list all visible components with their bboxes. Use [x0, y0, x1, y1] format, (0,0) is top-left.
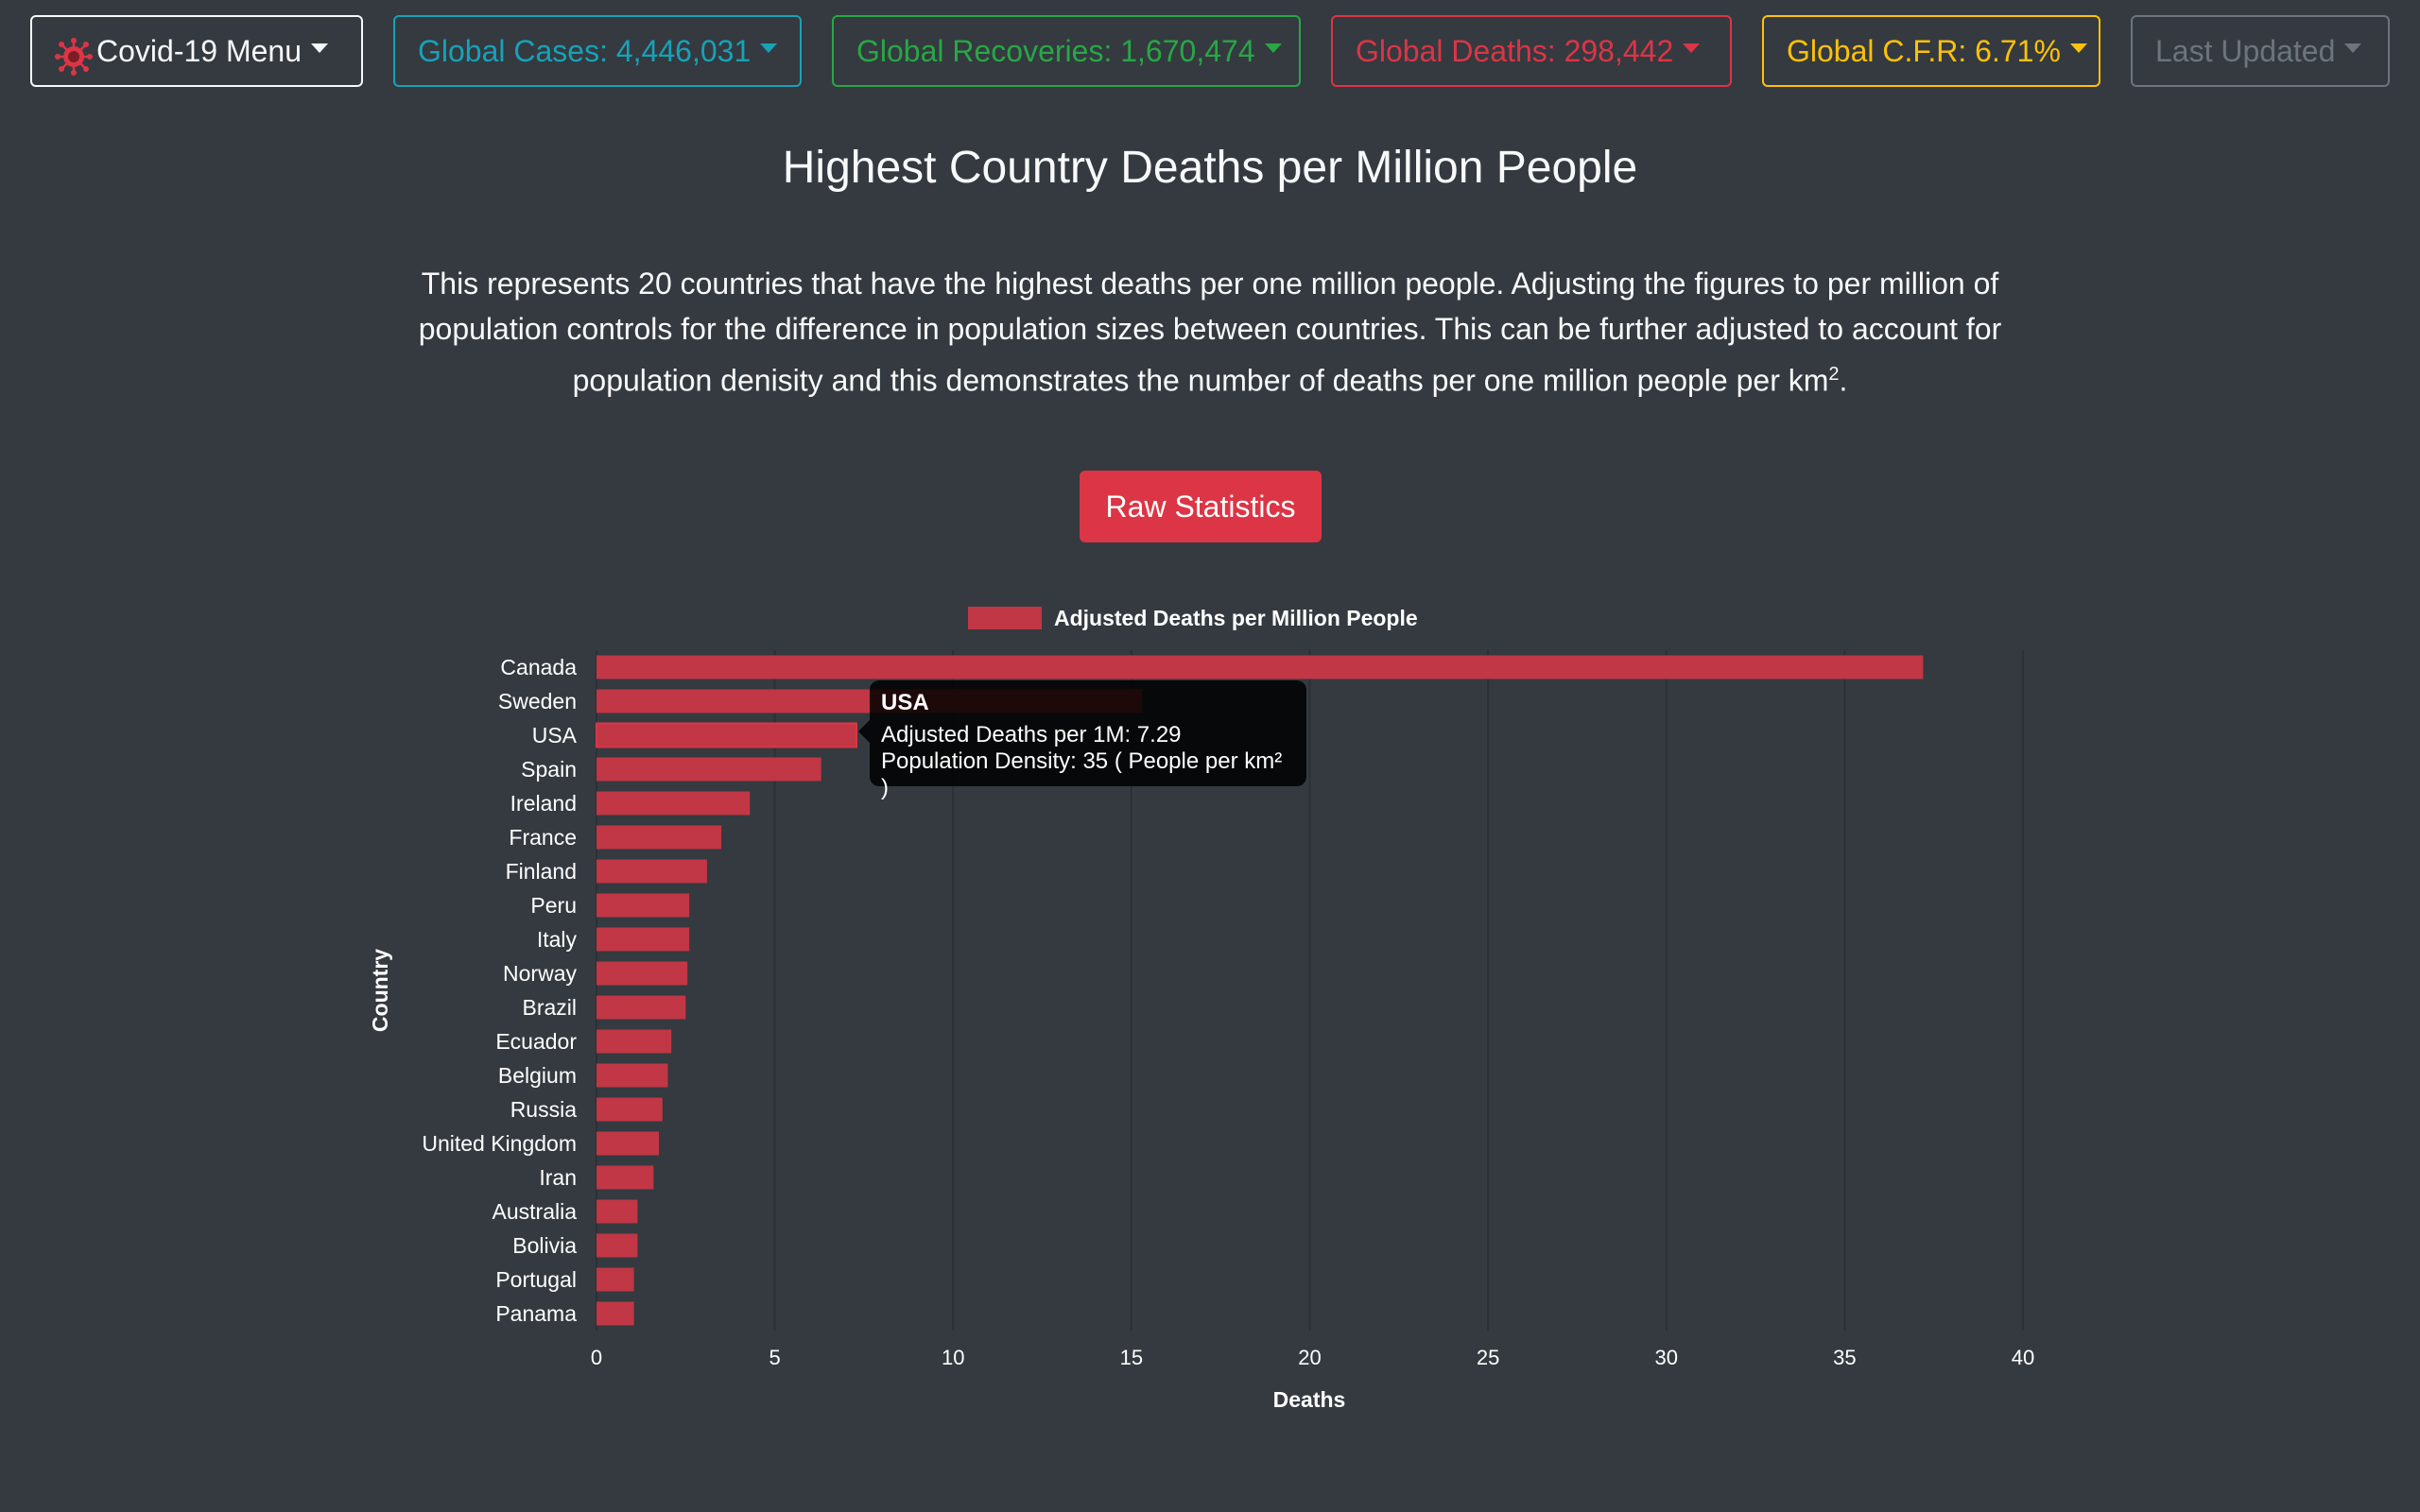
- y-tick-label: Canada: [500, 655, 577, 679]
- page-description: This represents 20 countries that have t…: [359, 261, 2061, 404]
- chevron-down-icon: [311, 43, 328, 53]
- bar: [596, 859, 707, 884]
- y-tick-label: France: [509, 825, 577, 850]
- x-tick-label: 40: [2012, 1346, 2034, 1369]
- x-tick-label: 25: [1477, 1346, 1499, 1369]
- bar: [596, 757, 821, 782]
- bar: [596, 1165, 654, 1190]
- global-deaths-label: Global Deaths: 298,442: [1356, 34, 1674, 68]
- y-tick-label: Iran: [539, 1165, 577, 1190]
- global-recoveries-dropdown[interactable]: Global Recoveries: 1,670,474: [832, 15, 1301, 87]
- bar: [596, 1063, 668, 1088]
- last-updated-label: Last Updated: [2155, 34, 2336, 68]
- bar: [596, 1267, 634, 1292]
- y-tick-label: Russia: [510, 1097, 578, 1122]
- y-tick-label: Peru: [530, 893, 577, 918]
- description-end: .: [1839, 363, 1848, 398]
- x-tick-label: 20: [1298, 1346, 1321, 1369]
- y-tick-label: Australia: [493, 1199, 578, 1224]
- global-cases-dropdown[interactable]: Global Cases: 4,446,031: [393, 15, 802, 87]
- y-tick-label: Portugal: [495, 1267, 577, 1292]
- chevron-down-icon: [1683, 43, 1701, 53]
- chevron-down-icon: [2344, 43, 2362, 53]
- global-deaths-dropdown[interactable]: Global Deaths: 298,442: [1331, 15, 1732, 87]
- tooltip-line-deaths: Adjusted Deaths per 1M: 7.29: [881, 722, 1182, 747]
- bar: [596, 1097, 663, 1122]
- x-tick-label: 0: [591, 1346, 602, 1369]
- covid-menu-label: Covid-19 Menu: [96, 34, 302, 68]
- covid-menu-dropdown[interactable]: Covid-19 Menu: [30, 15, 363, 87]
- bar: [596, 825, 722, 850]
- bar: [596, 995, 686, 1020]
- bar: [596, 927, 690, 952]
- bar: [596, 893, 690, 918]
- bar: [596, 1233, 638, 1258]
- x-axis-label: Deaths: [1273, 1387, 1346, 1412]
- last-updated-dropdown[interactable]: Last Updated: [2131, 15, 2390, 87]
- tooltip-title: USA: [881, 690, 929, 715]
- legend-swatch: [968, 607, 1042, 629]
- x-tick-label: 35: [1833, 1346, 1856, 1369]
- legend-label: Adjusted Deaths per Million People: [1054, 606, 1418, 630]
- y-axis-label: Country: [368, 949, 392, 1032]
- y-tick-label: Sweden: [498, 689, 577, 713]
- bar: [596, 1029, 672, 1054]
- y-tick-label: Brazil: [522, 995, 577, 1020]
- x-tick-label: 15: [1120, 1346, 1143, 1369]
- page-title: Highest Country Deaths per Million Peopl…: [782, 143, 1638, 193]
- global-recoveries-label: Global Recoveries: 1,670,474: [856, 34, 1255, 68]
- y-tick-label: Bolivia: [512, 1233, 577, 1258]
- bar: [596, 655, 1924, 679]
- y-tick-label: Norway: [503, 961, 577, 986]
- global-cfr-label: Global C.F.R: 6.71%: [1787, 34, 2061, 68]
- chevron-down-icon: [2069, 43, 2087, 53]
- raw-statistics-button[interactable]: Raw Statistics: [1080, 471, 1322, 542]
- global-cases-label: Global Cases: 4,446,031: [418, 34, 752, 68]
- global-cfr-dropdown[interactable]: Global C.F.R: 6.71%: [1762, 15, 2100, 87]
- y-tick-label: Finland: [506, 859, 577, 884]
- y-tick-label: USA: [532, 723, 578, 747]
- bar: [596, 961, 688, 986]
- y-tick-label: Ecuador: [495, 1029, 577, 1054]
- bar: [596, 722, 858, 748]
- y-tick-label: Belgium: [498, 1063, 577, 1088]
- x-tick-label: 30: [1655, 1346, 1678, 1369]
- chevron-down-icon: [1264, 43, 1282, 53]
- tooltip-line-density: Population Density: 35 ( People per km² …: [881, 748, 1283, 800]
- bar: [596, 1301, 634, 1326]
- description-text: This represents 20 countries that have t…: [418, 266, 2002, 398]
- virus-icon: [55, 31, 93, 76]
- y-tick-label: Spain: [521, 757, 577, 782]
- bar: [596, 1199, 638, 1224]
- top-navbar: Covid-19 Menu Global Cases: 4,446,031 Gl…: [0, 0, 2420, 104]
- x-tick-label: 10: [942, 1346, 964, 1369]
- chevron-down-icon: [760, 43, 778, 53]
- bar: [596, 791, 751, 816]
- y-tick-label: Ireland: [510, 791, 577, 816]
- y-tick-label: United Kingdom: [422, 1131, 577, 1156]
- x-tick-label: 5: [769, 1346, 781, 1369]
- description-superscript: 2: [1828, 364, 1840, 385]
- y-tick-label: Panama: [495, 1301, 577, 1326]
- chart-tooltip: USA Adjusted Deaths per 1M: 7.29 Populat…: [858, 680, 1306, 800]
- bar: [596, 1131, 660, 1156]
- y-tick-label: Italy: [537, 927, 578, 952]
